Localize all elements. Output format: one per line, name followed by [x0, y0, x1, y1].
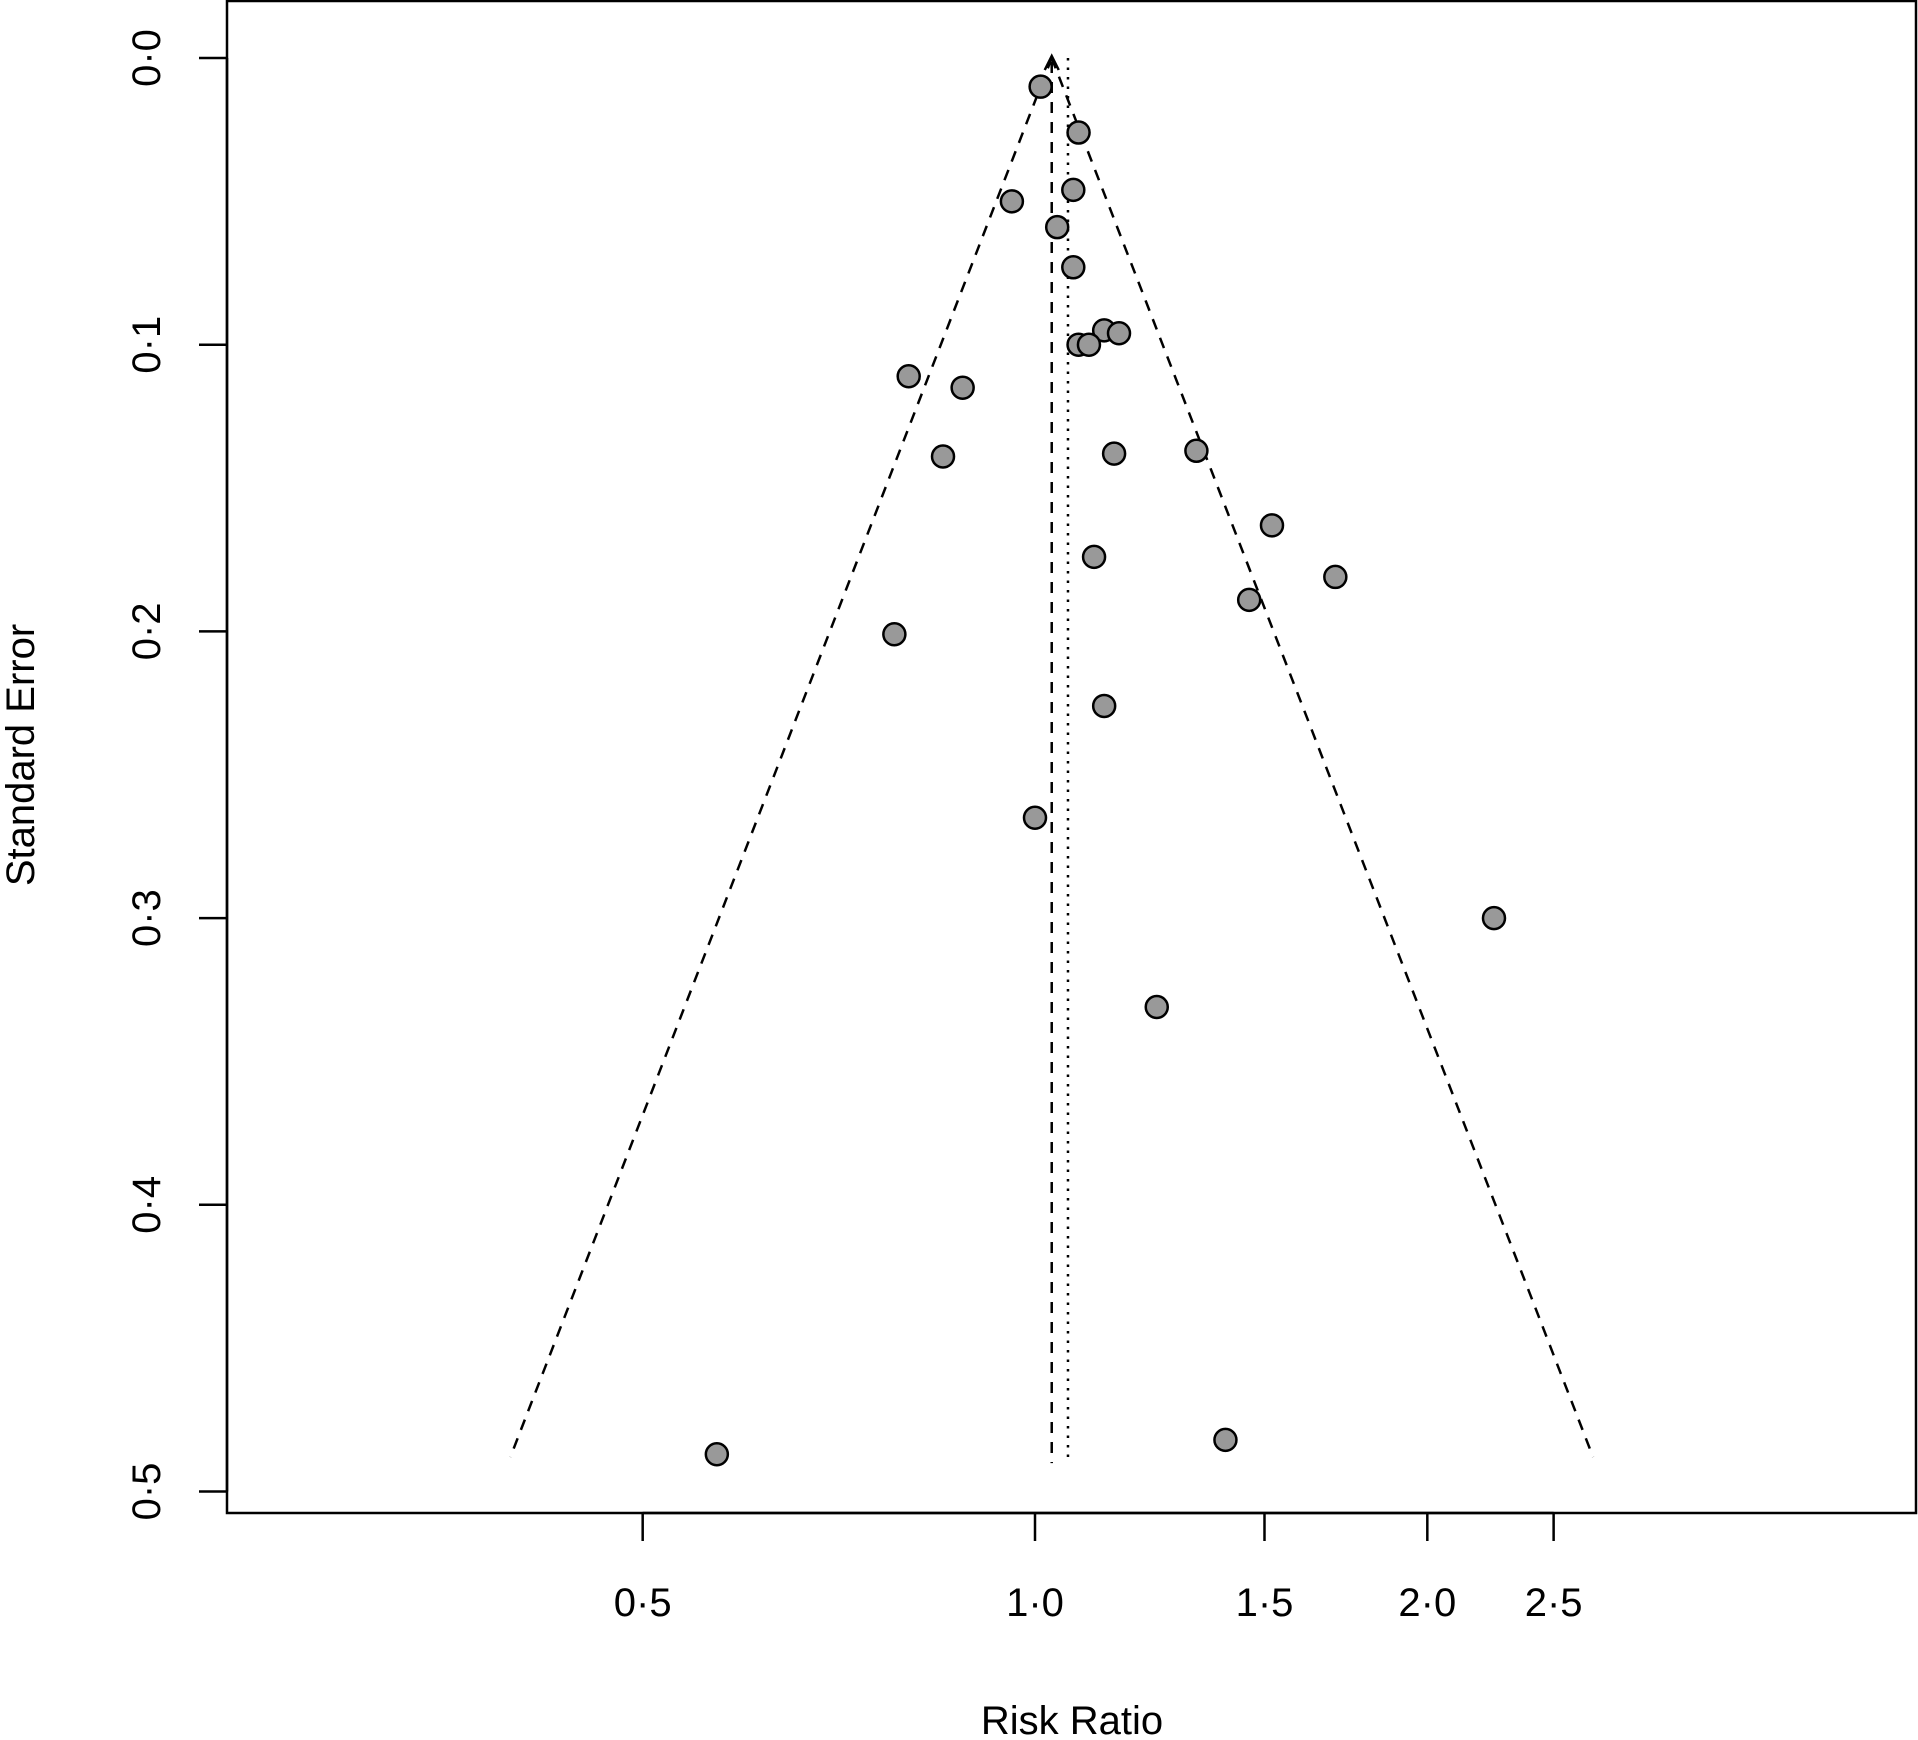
y-axis: 0·0 0·1 0·2 0·3 0·4 0·5 [125, 29, 229, 1521]
funnel-layer [509, 53, 1595, 1464]
data-point [704, 1441, 730, 1467]
data-point [950, 375, 975, 400]
y-tick-label: 0·3 [125, 889, 169, 947]
y-tick-label: 0·0 [125, 29, 169, 87]
x-tick-label: 2·0 [1398, 1581, 1456, 1625]
x-axis: 0·5 1·0 1·5 2·0 2·5 [614, 1511, 1583, 1625]
x-axis-label: Risk Ratio [981, 1699, 1163, 1740]
y-tick-label: 0·1 [125, 316, 169, 374]
data-point [882, 622, 907, 647]
pooled-estimate-arrowhead [1043, 53, 1060, 71]
data-point [1236, 587, 1262, 613]
x-tick-label: 2·5 [1525, 1581, 1583, 1625]
data-point [1061, 255, 1086, 280]
x-tick-label: 1·5 [1236, 1581, 1294, 1625]
data-point [1022, 805, 1048, 831]
y-axis-label: Standard Error [0, 624, 43, 886]
data-point [1028, 74, 1053, 99]
funnel-left-boundary [509, 57, 1053, 1458]
y-tick-label: 0·5 [125, 1463, 169, 1521]
data-point [1213, 1427, 1238, 1453]
plot-frame [225, 0, 1918, 1515]
data-point [896, 363, 921, 389]
data-point [1076, 332, 1102, 357]
data-point [1106, 320, 1132, 346]
x-tick-label: 1·0 [1006, 1581, 1064, 1625]
data-point [999, 189, 1025, 214]
data-point [1184, 438, 1209, 464]
data-point [930, 444, 956, 469]
data-point [1481, 905, 1507, 931]
y-tick-label: 0·4 [125, 1176, 169, 1234]
data-point [1066, 120, 1091, 145]
points-layer [704, 74, 1507, 1467]
data-point [1101, 441, 1127, 466]
funnel-right-boundary [1050, 57, 1595, 1458]
data-point [1044, 214, 1070, 240]
data-point [1091, 693, 1117, 719]
data-point [1061, 177, 1086, 203]
x-tick-label: 0·5 [614, 1581, 672, 1625]
data-point [1144, 994, 1170, 1020]
y-tick-label: 0·2 [125, 602, 169, 660]
data-point [1323, 564, 1348, 590]
data-point [1081, 544, 1107, 570]
data-point [1259, 513, 1285, 538]
